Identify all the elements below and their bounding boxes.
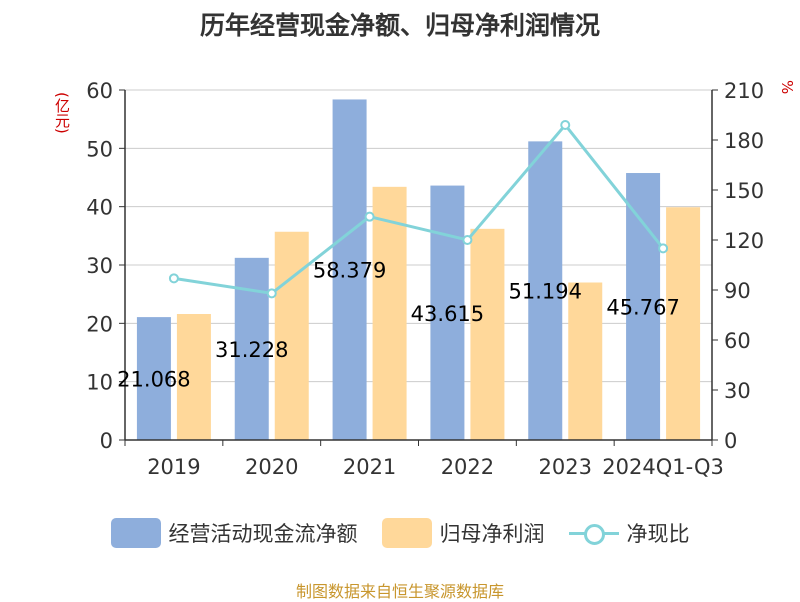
right-tick-label: 120 [724,229,764,253]
right-tick-label: 150 [724,179,764,203]
bar-net-profit [666,207,701,440]
bar-net-profit [274,231,309,440]
ratio-point [168,273,179,284]
bar-operating-cash-flow [528,141,563,440]
legend-item-net-profit[interactable]: 归母净利润 [381,518,545,548]
ratio-line [173,122,665,295]
x-tick-label: 2024Q1-Q3 [602,455,724,479]
left-tick-label: 20 [86,312,113,336]
bar-net-profit [176,314,211,440]
legend-item-operating-cash-flow[interactable]: 经营活动现金流净额 [110,518,358,548]
right-axis-unit: % [778,80,796,95]
ratio-point [462,235,473,245]
data-label-operating-cash-flow: 51.194 [509,280,582,304]
ratio-point [560,120,571,130]
legend-swatch-operating-cash-flow [110,518,161,548]
x-tick-label: 2020 [245,455,298,479]
data-source: 制图数据来自恒生聚源数据库 [295,582,504,601]
right-tick-label: 90 [724,279,751,303]
x-tick-label: 2019 [147,455,200,479]
bar-operating-cash-flow [430,185,465,440]
right-tick-label: 0 [724,429,737,453]
left-tick-label: 60 [86,79,113,103]
bar-operating-cash-flow [626,173,661,441]
legend-line-ratio-icon [568,518,619,548]
left-tick-label: 0 [100,429,113,453]
bar-net-profit [470,228,505,440]
right-tick-label: 60 [724,329,751,353]
legend-label-operating-cash-flow: 经营活动现金流净额 [168,522,358,546]
x-tick-label: 2021 [343,455,396,479]
left-axis-unit: (亿元) [53,92,71,134]
x-tick-label: 2023 [539,455,592,479]
right-tick-label: 30 [724,379,751,403]
right-tick-label: 210 [724,79,764,103]
left-tick-label: 30 [86,254,113,278]
right-tick-label: 180 [724,129,764,153]
data-label-operating-cash-flow: 45.767 [606,296,679,320]
bar-operating-cash-flow [136,317,171,440]
left-tick-label: 50 [86,137,113,161]
data-label-operating-cash-flow: 43.615 [411,302,484,326]
ratio-point [266,288,277,299]
data-label-operating-cash-flow: 31.228 [215,338,288,362]
ratio-point [658,243,669,254]
chart-title: 历年经营现金净额、归母净利润情况 [199,11,600,40]
x-tick-label: 2022 [441,455,494,479]
legend-item-ratio[interactable]: 净现比 [568,518,690,548]
left-tick-label: 10 [86,371,113,395]
ratio-point [364,211,375,222]
legend-label-ratio: 净现比 [626,522,690,546]
bar-net-profit [568,282,603,440]
legend: 经营活动现金流净额 归母净利润 净现比 [0,518,800,548]
legend-label-net-profit: 归母净利润 [439,522,545,546]
data-label-operating-cash-flow: 21.068 [117,368,190,392]
bar-operating-cash-flow [332,99,367,440]
legend-swatch-net-profit [381,518,432,548]
bar-net-profit [372,186,407,440]
left-tick-label: 40 [86,196,113,220]
data-label-operating-cash-flow: 58.379 [313,259,386,283]
